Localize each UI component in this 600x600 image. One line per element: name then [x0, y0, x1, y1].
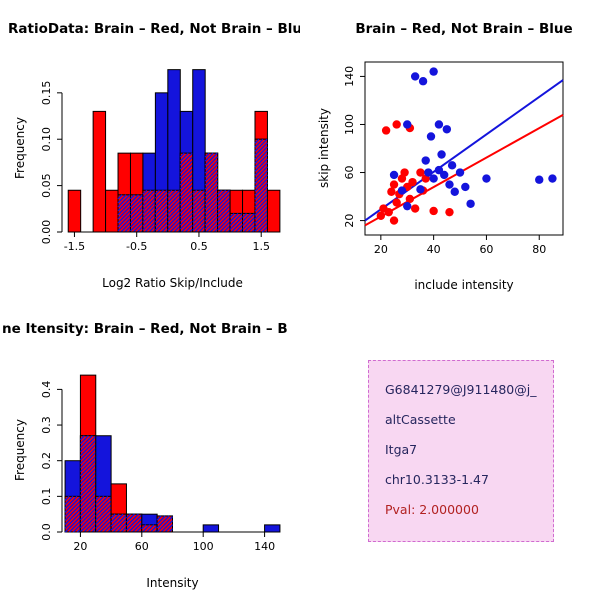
svg-text:60: 60 — [135, 540, 149, 553]
svg-text:80: 80 — [532, 243, 546, 256]
scatter-yaxis-label: skip intensity — [317, 108, 331, 188]
svg-text:60: 60 — [479, 243, 493, 256]
svg-text:40: 40 — [427, 243, 441, 256]
svg-text:0.05: 0.05 — [40, 173, 53, 198]
svg-text:100: 100 — [193, 540, 214, 553]
ratio-histogram-title: RatioData: Brain – Red, Not Brain – Blu — [8, 21, 300, 37]
info-panel: G6841279@J911480@j_ altCassette Itga7 ch… — [300, 300, 600, 600]
pval-text: Pval: 2.000000 — [385, 502, 479, 517]
event-type-text: altCassette — [385, 412, 456, 427]
svg-text:1.5: 1.5 — [252, 240, 270, 253]
ratio-histogram-panel: RatioData: Brain – Red, Not Brain – Blu … — [0, 0, 300, 300]
scatter-xaxis-label: include intensity — [414, 278, 514, 292]
svg-text:0.1: 0.1 — [40, 488, 53, 506]
ratio-xaxis-label: Log2 Ratio Skip/Include — [102, 276, 243, 290]
ratio-histogram-chart: -1.5 -0.5 0.5 1.5 0.00 0.05 0.10 0.15 — [40, 69, 281, 253]
svg-text:60: 60 — [343, 166, 356, 180]
svg-text:0.0: 0.0 — [40, 523, 53, 541]
svg-text:-0.5: -0.5 — [126, 240, 147, 253]
svg-text:20: 20 — [73, 540, 87, 553]
scatter-title: Brain – Red, Not Brain – Blue — [355, 21, 573, 37]
intensity-xaxis-label: Intensity — [146, 576, 199, 590]
svg-text:0.2: 0.2 — [40, 452, 53, 470]
svg-text:0.4: 0.4 — [40, 381, 53, 399]
intensity-histogram-panel: ne Itensity: Brain – Red, Not Brain – B … — [0, 300, 300, 600]
svg-text:20: 20 — [343, 214, 356, 228]
intensity-histogram-title: ne Itensity: Brain – Red, Not Brain – B — [2, 321, 288, 337]
svg-text:-1.5: -1.5 — [64, 240, 85, 253]
intensity-histogram-chart: 20 60 100 140 0.0 0.1 0.2 0.3 0.4 — [40, 374, 281, 553]
svg-text:140: 140 — [254, 540, 275, 553]
svg-text:0.00: 0.00 — [40, 220, 53, 245]
locus-text: chr10.3133-1.47 — [385, 472, 489, 487]
intensity-yaxis-label: Frequency — [13, 419, 27, 481]
svg-text:0.5: 0.5 — [190, 240, 208, 253]
scatter-panel: Brain – Red, Not Brain – Blue 20 40 60 80 20… — [300, 0, 600, 300]
info-box: G6841279@J911480@j_ altCassette Itga7 ch… — [368, 360, 554, 542]
gene-name-text: Itga7 — [385, 442, 418, 457]
scatter-chart: 20 40 60 80 20 60 100 140 — [343, 61, 564, 256]
svg-text:140: 140 — [343, 66, 356, 87]
svg-text:0.10: 0.10 — [40, 127, 53, 152]
svg-text:100: 100 — [343, 114, 356, 135]
event-id-text: G6841279@J911480@j_ — [385, 382, 537, 397]
svg-text:20: 20 — [374, 243, 388, 256]
svg-text:0.15: 0.15 — [40, 81, 53, 106]
svg-text:0.3: 0.3 — [40, 416, 53, 434]
ratio-yaxis-label: Frequency — [13, 117, 27, 179]
